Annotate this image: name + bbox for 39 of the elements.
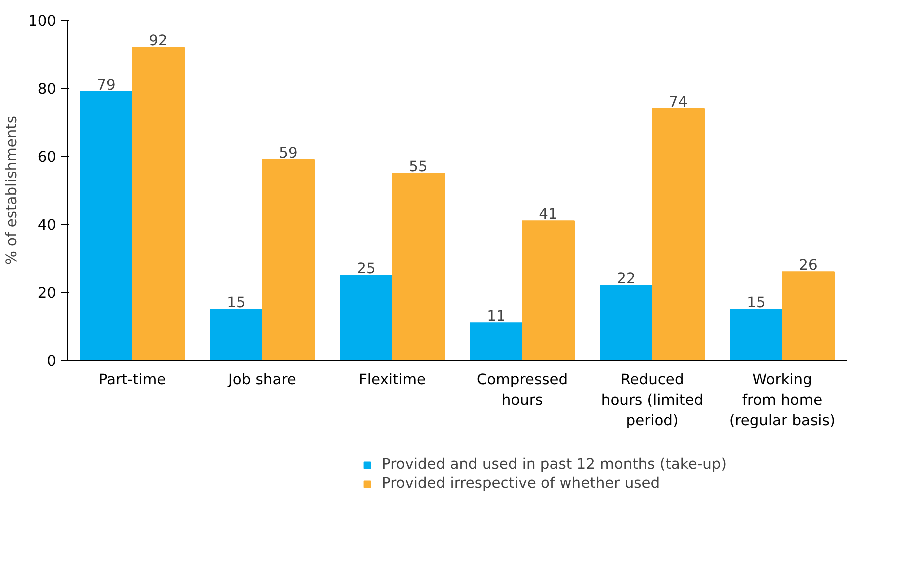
data-label: 74 (669, 94, 688, 111)
bar (340, 275, 393, 360)
data-label: 22 (617, 270, 636, 288)
y-tick-label: 0 (47, 353, 57, 370)
bar (392, 173, 445, 360)
data-label: 11 (487, 308, 506, 326)
data-label: 55 (409, 158, 428, 176)
y-tick-label: 60 (38, 149, 57, 166)
x-tick-label: Compressed hours (476, 372, 568, 409)
y-tick-label: 100 (28, 13, 57, 30)
bar (522, 220, 575, 360)
bar (600, 285, 653, 360)
data-label: 25 (357, 260, 376, 278)
bar (132, 47, 185, 360)
data-label: 15 (747, 294, 766, 312)
x-tick-label: Reduced hours (limited period) (601, 372, 704, 430)
x-tick-label: Flexitime (358, 372, 426, 388)
y-axis-title: % of establishments (4, 116, 21, 266)
data-label: 15 (227, 294, 246, 312)
legend-label: Provided and used in past 12 months (take-up) (382, 456, 727, 473)
x-tick-label: Working from home (regular basis) (729, 372, 836, 430)
data-label: 26 (799, 257, 818, 274)
bar (652, 108, 705, 360)
data-label: 92 (149, 32, 168, 50)
data-label: 79 (97, 76, 116, 94)
data-label: 59 (279, 144, 298, 162)
bar (80, 91, 133, 360)
data-label: 41 (539, 206, 558, 224)
bar (782, 272, 835, 360)
bar (210, 309, 263, 360)
y-tick-label: 20 (38, 285, 57, 302)
x-tick-label: Job share (228, 372, 296, 388)
y-tick-label: 40 (38, 217, 57, 234)
legend-label: Provided irrespective of whether used (382, 475, 660, 492)
bar (470, 322, 523, 360)
x-tick-label: Part-time (98, 372, 166, 388)
bar (730, 309, 783, 360)
bar (262, 159, 315, 360)
y-tick-label: 80 (38, 81, 57, 98)
